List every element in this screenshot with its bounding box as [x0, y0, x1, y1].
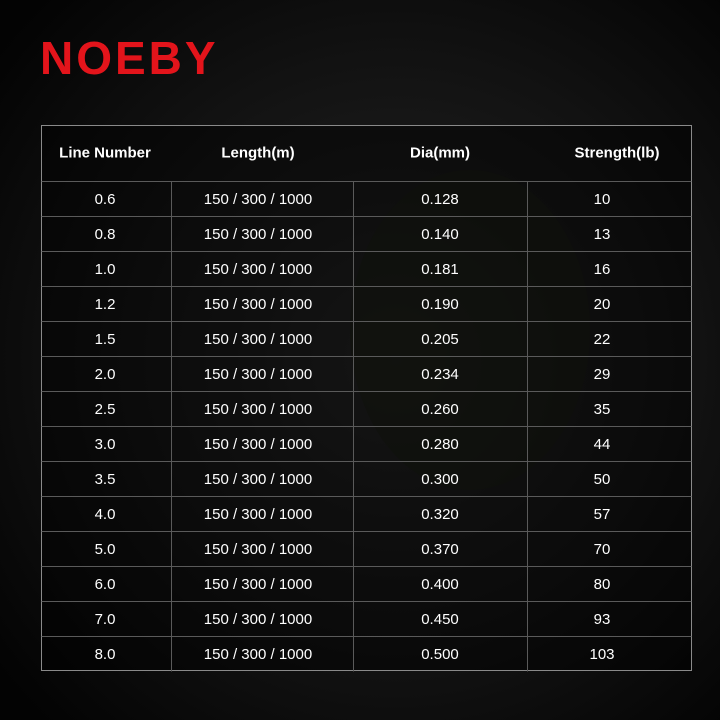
table-cell: 3.0 — [95, 436, 116, 453]
header-cell: Length(m) — [221, 144, 294, 161]
table-cell: 20 — [594, 296, 611, 313]
spec-table: Line Number Length(m) Dia(mm) Strength(lb) 0… — [41, 144, 692, 672]
table-cell: 150 / 300 / 1000 — [204, 226, 312, 243]
table-cell: 150 / 300 / 1000 — [204, 191, 312, 208]
table-cell: 1.2 — [95, 296, 116, 313]
table-cell: 93 — [594, 611, 611, 628]
reel-shadow — [350, 170, 590, 490]
table-cell: 150 / 300 / 1000 — [204, 611, 312, 628]
table-cell: 7.0 — [95, 611, 116, 628]
table-cell: 0.280 — [421, 436, 459, 453]
table-cell: 150 / 300 / 1000 — [204, 576, 312, 593]
table-cell: 103 — [589, 646, 614, 663]
table-cell: 44 — [594, 436, 611, 453]
table-cell: 0.8 — [95, 226, 116, 243]
table-cell: 150 / 300 / 1000 — [204, 331, 312, 348]
header-cell: Dia(mm) — [410, 144, 470, 161]
table-cell: 3.5 — [95, 471, 116, 488]
table-cell: 0.181 — [421, 261, 459, 278]
table-cell: 13 — [594, 226, 611, 243]
table-cell: 150 / 300 / 1000 — [204, 296, 312, 313]
table-cell: 0.234 — [421, 366, 459, 383]
table-cell: 0.128 — [421, 191, 459, 208]
table-cell: 1.0 — [95, 261, 116, 278]
table-cell: 150 / 300 / 1000 — [204, 506, 312, 523]
table-cell: 0.370 — [421, 541, 459, 558]
table-cell: 0.450 — [421, 611, 459, 628]
table-cell: 57 — [594, 506, 611, 523]
table-cell: 150 / 300 / 1000 — [204, 436, 312, 453]
table-cell: 35 — [594, 401, 611, 418]
brand-logo: NOEBY — [40, 32, 219, 84]
table-cell: 29 — [594, 366, 611, 383]
table-cell: 0.260 — [421, 401, 459, 418]
table-cell: 0.205 — [421, 331, 459, 348]
table-cell: 0.320 — [421, 506, 459, 523]
header-cell: Line Number — [59, 144, 151, 161]
table-cell: 16 — [594, 261, 611, 278]
table-cell: 0.500 — [421, 646, 459, 663]
table-cell: 6.0 — [95, 576, 116, 593]
table-cell: 80 — [594, 576, 611, 593]
table-cell: 150 / 300 / 1000 — [204, 401, 312, 418]
table-cell: 150 / 300 / 1000 — [204, 261, 312, 278]
table-cell: 8.0 — [95, 646, 116, 663]
table-cell: 150 / 300 / 1000 — [204, 541, 312, 558]
table-cell: 2.5 — [95, 401, 116, 418]
header-cell: Strength(lb) — [575, 144, 660, 161]
table-cell: 4.0 — [95, 506, 116, 523]
table-cell: 0.400 — [421, 576, 459, 593]
table-cell: 0.190 — [421, 296, 459, 313]
table-cell: 70 — [594, 541, 611, 558]
table-cell: 2.0 — [95, 366, 116, 383]
table-cell: 50 — [594, 471, 611, 488]
table-cell: 5.0 — [95, 541, 116, 558]
table-cell: 0.300 — [421, 471, 459, 488]
table-cell: 150 / 300 / 1000 — [204, 366, 312, 383]
table-cell: 150 / 300 / 1000 — [204, 646, 312, 663]
table-cell: 0.140 — [421, 226, 459, 243]
table-cell: 0.6 — [95, 191, 116, 208]
table-cell: 22 — [594, 331, 611, 348]
table-cell: 1.5 — [95, 331, 116, 348]
table-cell: 10 — [594, 191, 611, 208]
table-cell: 150 / 300 / 1000 — [204, 471, 312, 488]
